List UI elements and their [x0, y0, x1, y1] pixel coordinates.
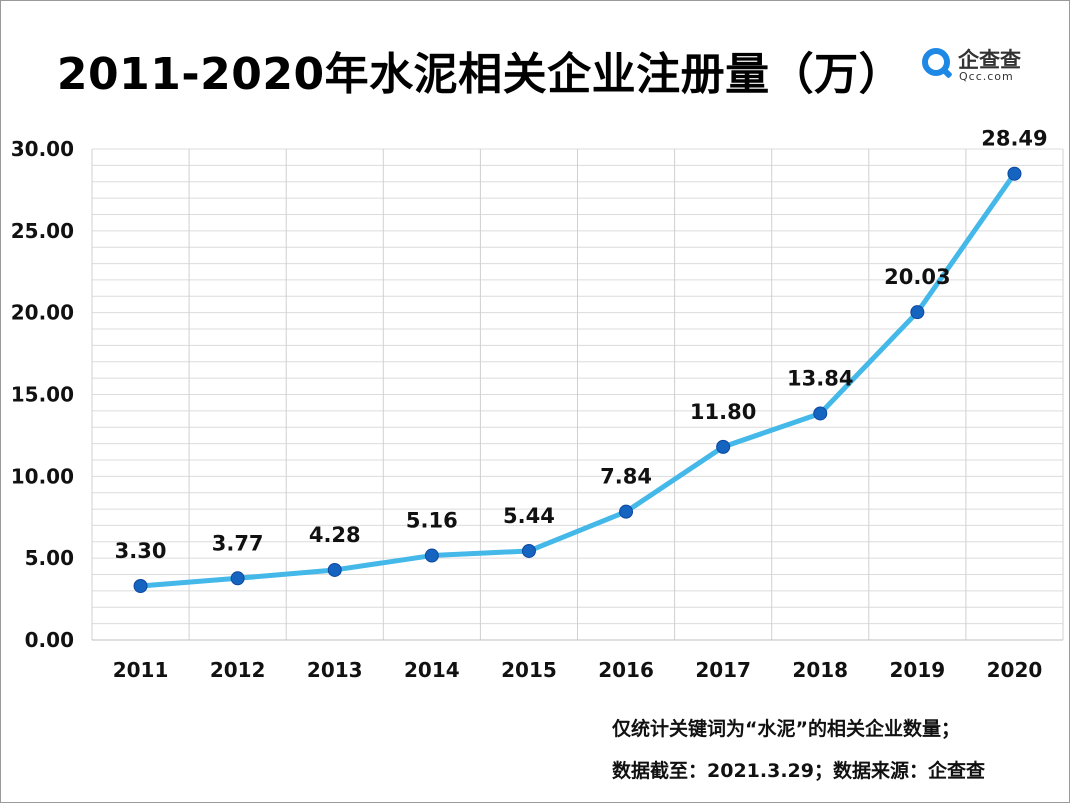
- chart-title: 2011-2020年水泥相关企业注册量（万）: [56, 49, 904, 100]
- x-tick-label: 2011: [113, 658, 169, 682]
- data-point: [910, 305, 925, 320]
- data-point: [424, 548, 439, 563]
- y-tick-label: 15.00: [11, 383, 74, 407]
- x-tick-label: 2014: [404, 658, 460, 682]
- data-point: [133, 578, 148, 593]
- y-tick-label: 30.00: [11, 137, 74, 161]
- y-tick-label: 0.00: [25, 628, 74, 652]
- qcc-logo: 企查查 Qcc.com: [922, 42, 1042, 92]
- data-point: [230, 571, 245, 586]
- footnote-scope: 仅统计关键词为“水泥”的相关企业数量；: [612, 718, 960, 740]
- logo-name: 企查查: [958, 48, 1021, 72]
- data-point: [521, 543, 536, 558]
- logo-subtitle: Qcc.com: [959, 70, 1014, 83]
- footnote-source: 数据截至：2021.3.29；数据来源：企查查: [612, 760, 985, 782]
- x-tick-label: 2018: [792, 658, 848, 682]
- data-label: 5.44: [503, 504, 555, 528]
- data-label: 4.28: [309, 523, 361, 547]
- data-point: [619, 504, 634, 519]
- data-point: [813, 406, 828, 421]
- y-tick-label: 20.00: [11, 301, 74, 325]
- x-tick-label: 2017: [695, 658, 751, 682]
- x-tick-label: 2013: [307, 658, 363, 682]
- x-tick-label: 2016: [598, 658, 654, 682]
- series-line: [138, 171, 1017, 589]
- x-tick-label: 2020: [987, 658, 1043, 682]
- data-label: 13.84: [787, 366, 853, 390]
- data-label: 20.03: [884, 265, 950, 289]
- y-tick-label: 10.00: [11, 464, 74, 488]
- data-label: 3.30: [115, 539, 167, 563]
- y-tick-label: 25.00: [11, 219, 74, 243]
- data-label: 7.84: [600, 465, 652, 489]
- data-point: [327, 562, 342, 577]
- qcc-logo-icon: [922, 48, 950, 76]
- x-tick-label: 2012: [210, 658, 266, 682]
- data-label: 11.80: [690, 400, 756, 424]
- data-point: [716, 439, 731, 454]
- data-label: 28.49: [981, 127, 1047, 151]
- y-tick-label: 5.00: [25, 546, 74, 570]
- x-tick-label: 2015: [501, 658, 557, 682]
- x-tick-label: 2019: [890, 658, 946, 682]
- data-label: 5.16: [406, 509, 458, 533]
- data-label: 3.77: [212, 531, 264, 555]
- data-point: [1007, 166, 1022, 181]
